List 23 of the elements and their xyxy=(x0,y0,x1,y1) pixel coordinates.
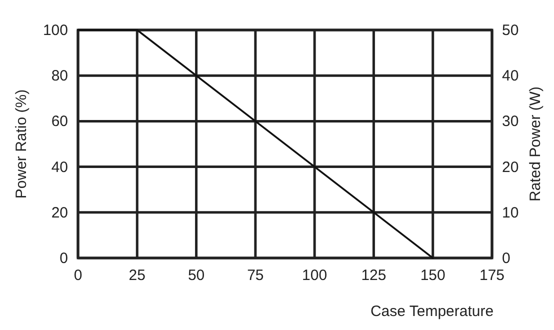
y-axis-title: Power Ratio (%) xyxy=(13,89,30,199)
y-tick-label: 0 xyxy=(60,250,68,267)
y-tick-label: 60 xyxy=(51,113,68,130)
y2-tick-label: 40 xyxy=(502,68,519,85)
y2-tick-label: 50 xyxy=(502,22,519,39)
x-tick-label: 75 xyxy=(247,267,264,284)
x-tick-label: 50 xyxy=(188,267,205,284)
y2-tick-label: 30 xyxy=(502,113,519,130)
x-tick-label: 150 xyxy=(420,267,446,284)
y2-tick-label: 10 xyxy=(502,204,519,222)
x-tick-label: 0 xyxy=(74,267,82,284)
y-tick-label: 80 xyxy=(51,68,68,85)
x-axis-title: Case Temperature xyxy=(370,303,494,320)
x-tick-label: 175 xyxy=(479,267,505,284)
y-tick-label: 100 xyxy=(42,22,68,39)
x-tick-label: 100 xyxy=(302,267,328,284)
y2-tick-label: 20 xyxy=(502,158,519,176)
y2-tick-label: 0 xyxy=(502,250,510,267)
x-tick-label: 25 xyxy=(128,267,146,284)
y-tick-label: 20 xyxy=(51,204,68,222)
y-tick-label: 40 xyxy=(51,158,68,176)
y2-axis-title: Rated Power (W) xyxy=(527,86,544,202)
x-tick-label: 125 xyxy=(361,267,386,284)
